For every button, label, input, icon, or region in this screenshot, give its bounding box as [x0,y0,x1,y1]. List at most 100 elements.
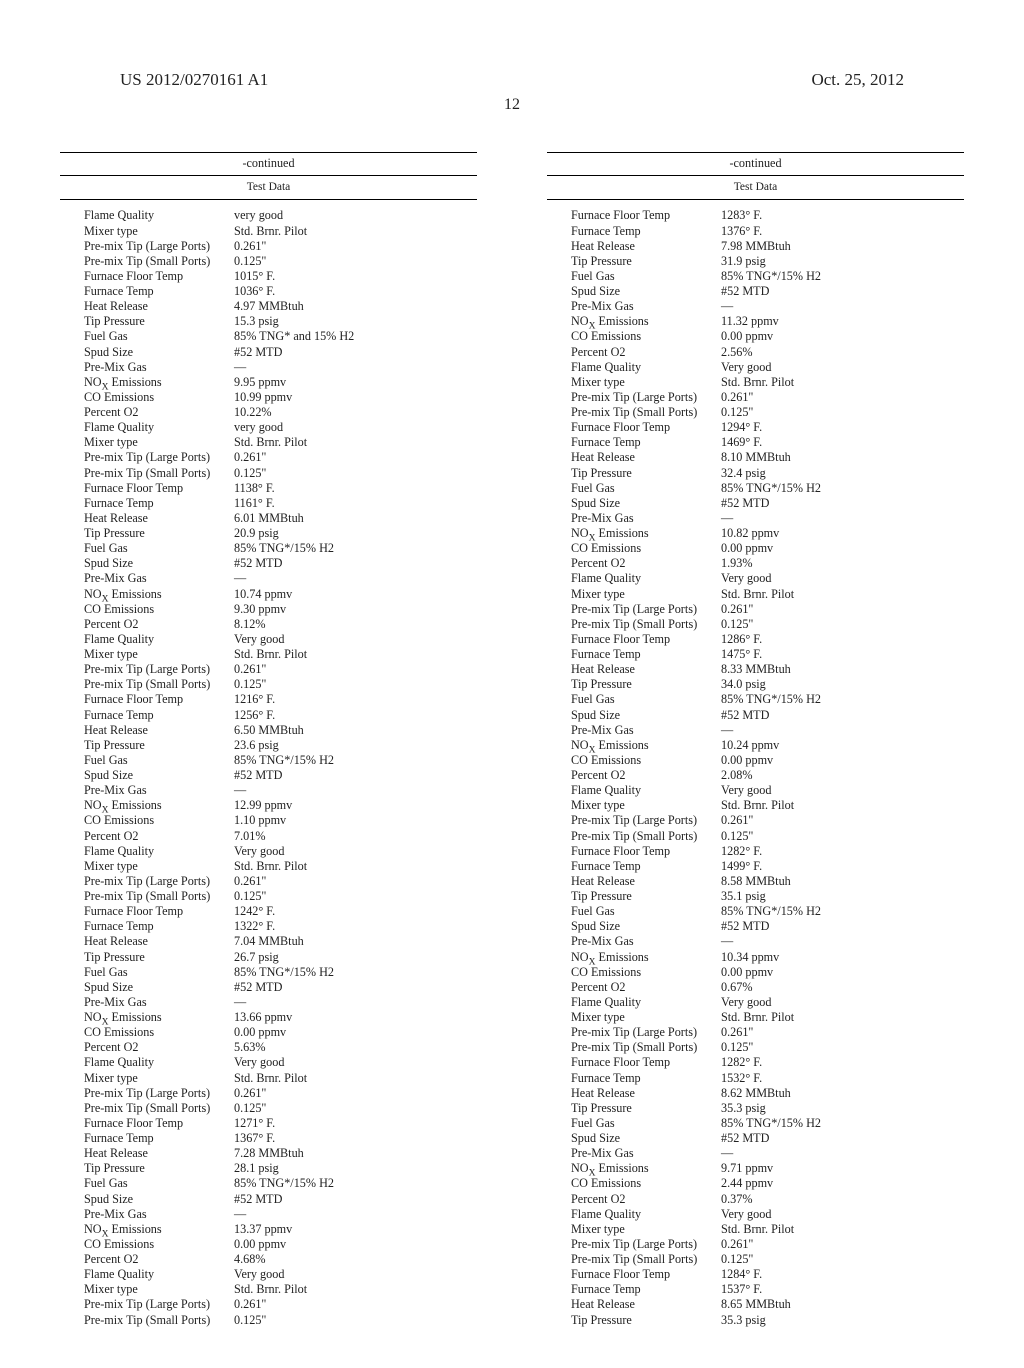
test-data-label: Test Data [60,178,477,196]
data-row: Flame QualityVery good [571,783,964,798]
row-value: 1256° F. [234,708,477,723]
row-value: 1216° F. [234,692,477,707]
row-key: Fuel Gas [84,1176,234,1191]
row-key: Pre-mix Tip (Large Ports) [571,813,721,828]
row-value: 1271° F. [234,1116,477,1131]
row-key: Heat Release [571,239,721,254]
data-row: NOX Emissions9.71 ppmv [571,1161,964,1176]
row-value: 85% TNG* and 15% H2 [234,329,477,344]
right-column: -continued Test Data Furnace Floor Temp1… [547,148,964,1328]
row-key: Flame Quality [84,632,234,647]
data-row: Flame Qualityvery good [84,208,477,223]
row-value: — [234,571,477,586]
row-key: NOX Emissions [84,1222,234,1237]
data-row: Pre-mix Tip (Large Ports)0.261" [84,1297,477,1312]
data-row: Pre-mix Tip (Small Ports)0.125" [84,466,477,481]
data-row: Tip Pressure32.4 psig [571,466,964,481]
row-key: Furnace Temp [84,1131,234,1146]
row-value: 0.67% [721,980,964,995]
row-key: Percent O2 [571,556,721,571]
row-value: 85% TNG*/15% H2 [721,1116,964,1131]
row-key: Pre-mix Tip (Small Ports) [84,889,234,904]
row-value: 10.99 ppmv [234,390,477,405]
row-key: Spud Size [571,284,721,299]
data-row: Fuel Gas85% TNG*/15% H2 [84,1176,477,1191]
row-key: Spud Size [84,1192,234,1207]
data-row: Furnace Floor Temp1282° F. [571,1055,964,1070]
row-value: Very good [721,783,964,798]
data-row: Flame QualityVery good [84,844,477,859]
row-value: — [721,299,964,314]
row-value: 85% TNG*/15% H2 [234,965,477,980]
row-key: Tip Pressure [571,466,721,481]
row-key: Pre-Mix Gas [571,934,721,949]
data-row: Furnace Temp1256° F. [84,708,477,723]
row-key: Flame Quality [571,360,721,375]
data-row: Tip Pressure26.7 psig [84,950,477,965]
data-row: Pre-mix Tip (Small Ports)0.125" [571,829,964,844]
data-row: Tip Pressure31.9 psig [571,254,964,269]
row-value: 85% TNG*/15% H2 [234,1176,477,1191]
row-key: Tip Pressure [571,1101,721,1116]
row-key: NOX Emissions [84,587,234,602]
left-column: -continued Test Data Flame Qualityvery g… [60,148,477,1328]
row-value: 0.125" [721,829,964,844]
data-row: Tip Pressure35.3 psig [571,1313,964,1328]
data-row: Pre-mix Tip (Large Ports)0.261" [571,1025,964,1040]
data-row: Pre-mix Tip (Large Ports)0.261" [84,874,477,889]
data-row: Mixer typeStd. Brnr. Pilot [84,859,477,874]
row-value: 9.71 ppmv [721,1161,964,1176]
row-key: Furnace Temp [84,919,234,934]
page-header: US 2012/0270161 A1 Oct. 25, 2012 [60,70,964,90]
data-row: Spud Size#52 MTD [571,919,964,934]
row-key: Pre-Mix Gas [571,511,721,526]
row-value: 0.00 ppmv [721,965,964,980]
row-value: 0.00 ppmv [721,329,964,344]
row-value: — [721,934,964,949]
data-row: Heat Release7.28 MMBtuh [84,1146,477,1161]
data-row: Pre-mix Tip (Small Ports)0.125" [84,677,477,692]
data-row: Pre-Mix Gas— [84,360,477,375]
row-value: 0.261" [721,1237,964,1252]
row-key: Pre-Mix Gas [84,360,234,375]
row-value: 35.3 psig [721,1101,964,1116]
data-row: Mixer typeStd. Brnr. Pilot [571,1010,964,1025]
data-row: Tip Pressure20.9 psig [84,526,477,541]
row-value: 32.4 psig [721,466,964,481]
data-row: Tip Pressure34.0 psig [571,677,964,692]
data-row: Furnace Temp1499° F. [571,859,964,874]
data-row: Furnace Floor Temp1242° F. [84,904,477,919]
row-value: 0.125" [234,1101,477,1116]
data-row: CO Emissions2.44 ppmv [571,1176,964,1191]
data-row: Percent O27.01% [84,829,477,844]
data-row: Pre-mix Tip (Small Ports)0.125" [571,1040,964,1055]
data-row: Heat Release4.97 MMBtuh [84,299,477,314]
row-value: 26.7 psig [234,950,477,965]
row-key: Furnace Temp [571,859,721,874]
row-value: 0.00 ppmv [721,753,964,768]
row-key: Tip Pressure [571,1313,721,1328]
row-key: Heat Release [571,1086,721,1101]
test-data-label: Test Data [547,178,964,196]
data-row: NOX Emissions13.37 ppmv [84,1222,477,1237]
patent-date: Oct. 25, 2012 [811,70,904,90]
row-value: 28.1 psig [234,1161,477,1176]
row-key: Tip Pressure [571,677,721,692]
data-row: Furnace Temp1322° F. [84,919,477,934]
data-row: Percent O20.67% [571,980,964,995]
row-key: Pre-mix Tip (Large Ports) [84,1086,234,1101]
data-row: Heat Release8.65 MMBtuh [571,1297,964,1312]
data-row: Mixer typeStd. Brnr. Pilot [571,587,964,602]
row-value: 85% TNG*/15% H2 [721,692,964,707]
row-value: 7.28 MMBtuh [234,1146,477,1161]
row-value: Very good [721,1207,964,1222]
right-table-header: -continued Test Data [547,152,964,200]
row-key: Percent O2 [84,1040,234,1055]
data-row: Fuel Gas85% TNG*/15% H2 [84,541,477,556]
row-key: Pre-mix Tip (Small Ports) [571,1252,721,1267]
data-row: Flame Qualityvery good [84,420,477,435]
left-rows: Flame Qualityvery good Mixer typeStd. Brn… [60,202,477,1327]
data-row: Furnace Temp1161° F. [84,496,477,511]
row-key: Heat Release [84,511,234,526]
data-row: Percent O210.22% [84,405,477,420]
